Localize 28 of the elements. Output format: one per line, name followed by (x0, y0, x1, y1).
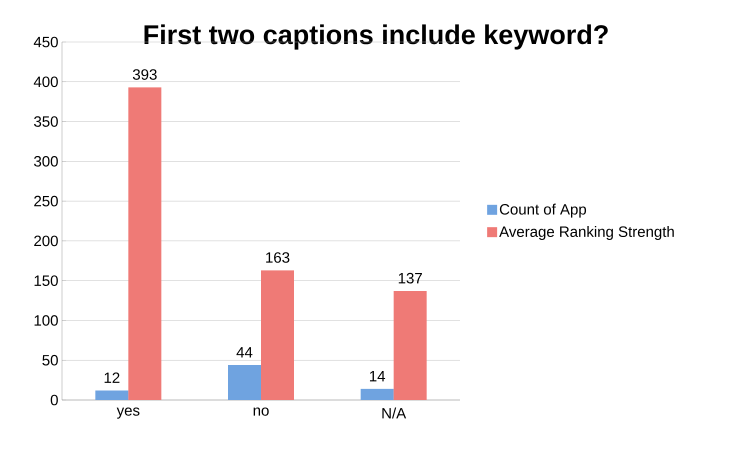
y-tick-label: 400 (34, 76, 58, 88)
x-tick-label: no (254, 408, 269, 416)
chart-title: First two captions include keyword? (144, 24, 608, 50)
data-label: 393 (132, 69, 157, 80)
bar (128, 87, 162, 400)
legend-label: Count of App (500, 204, 586, 218)
x-tick-label: N/A (382, 408, 406, 419)
bar (360, 388, 394, 400)
y-tick-label: 350 (34, 116, 58, 127)
legend-label: Average Ranking Strength (499, 226, 674, 240)
y-tick-label: 450 (34, 36, 58, 48)
x-tick-label: yes (116, 408, 140, 419)
y-tick-label: 0 (50, 394, 58, 406)
y-tick-label: 300 (34, 156, 58, 167)
bar (228, 364, 261, 400)
data-label: 44 (236, 347, 252, 358)
bar (95, 390, 128, 400)
y-tick-label: 250 (34, 196, 58, 206)
data-label: 14 (370, 371, 386, 382)
bar (394, 291, 427, 400)
y-tick-label: 200 (34, 236, 58, 246)
data-label: 163 (266, 252, 290, 263)
data-label: 137 (398, 272, 422, 284)
y-tick-label: 50 (42, 354, 58, 366)
y-tick-label: 100 (34, 315, 58, 326)
y-tick-label: 150 (34, 275, 58, 286)
bar (261, 270, 294, 400)
data-label: 12 (104, 372, 120, 383)
